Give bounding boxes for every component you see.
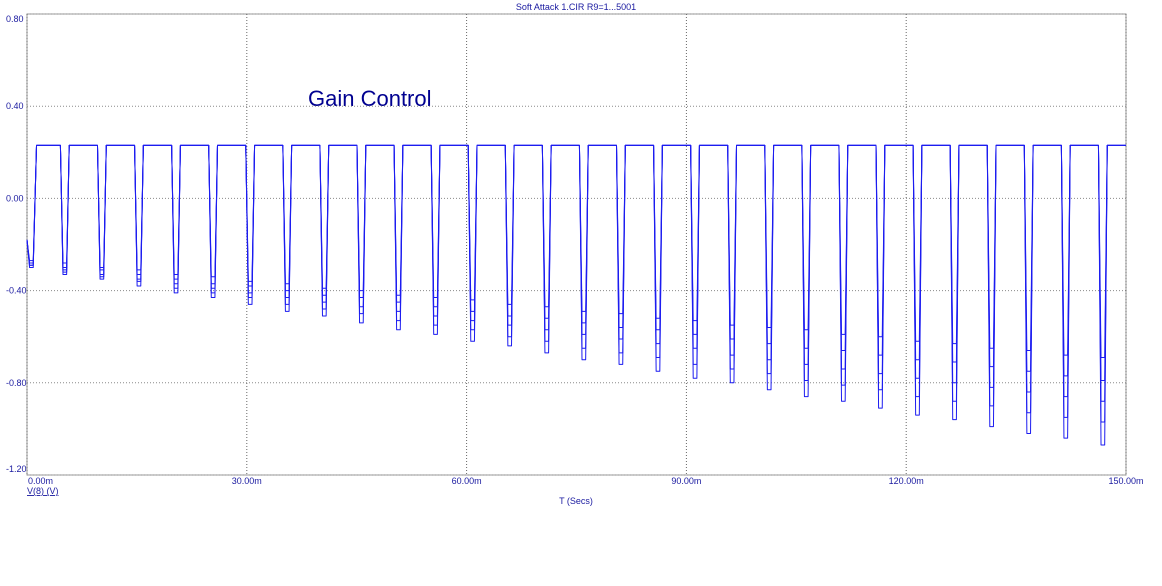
x-tick-label: 60.00m bbox=[452, 476, 482, 486]
plot-frame bbox=[26, 13, 1127, 476]
series-line bbox=[26, 144, 1126, 446]
y-tick-label: -0.80 bbox=[6, 378, 27, 388]
y-tick-label: 0.00 bbox=[6, 193, 24, 203]
x-tick-label: 30.00m bbox=[232, 476, 262, 486]
y-tick-label: 0.80 bbox=[6, 14, 24, 24]
x-tick-label: 120.00m bbox=[889, 476, 924, 486]
series-line bbox=[26, 144, 1126, 423]
series-line bbox=[26, 144, 1126, 381]
series-line bbox=[26, 144, 1126, 358]
x-tick-label: 90.00m bbox=[671, 476, 701, 486]
y-axis-label: V(8) (V) bbox=[27, 486, 59, 496]
x-tick-label: 0.00m bbox=[28, 476, 53, 486]
y-tick-label: -1.20 bbox=[6, 464, 27, 474]
x-axis-label: T (Secs) bbox=[559, 496, 593, 506]
series-line bbox=[26, 144, 1126, 402]
annotation: Gain Control bbox=[308, 86, 432, 111]
chart-title: Soft Attack 1.CIR R9=1...5001 bbox=[516, 2, 636, 12]
y-tick-label: -0.40 bbox=[6, 286, 27, 296]
y-tick-label: 0.40 bbox=[6, 101, 24, 111]
x-tick-label: 150.00m bbox=[1108, 476, 1143, 486]
